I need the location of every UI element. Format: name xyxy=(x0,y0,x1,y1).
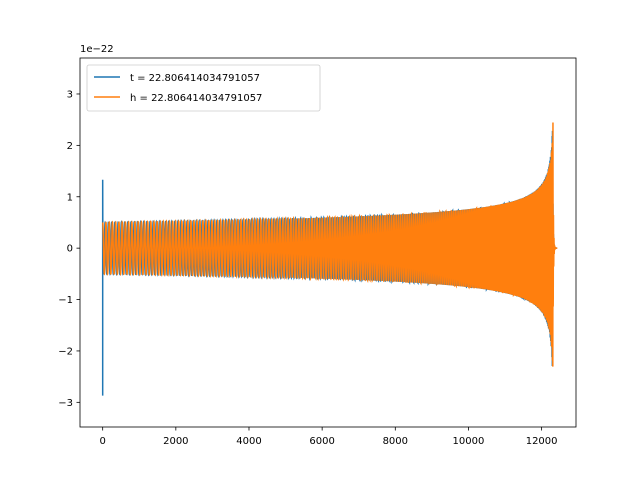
x-tick-label: 2000 xyxy=(163,436,188,447)
y-offset-label: 1e−22 xyxy=(80,44,114,55)
y-tick-label: −1 xyxy=(58,295,73,306)
x-tick-label: 12000 xyxy=(526,436,558,447)
axes-frame xyxy=(79,57,577,428)
y-tick-label: 2 xyxy=(67,141,73,152)
legend-label-h: h = 22.806414034791057 xyxy=(130,93,262,104)
y-axis-ticks: −3 −2 −1 0 1 2 3 xyxy=(58,89,80,409)
x-tick-label: 6000 xyxy=(309,436,334,447)
y-tick-label: −3 xyxy=(58,398,73,409)
legend-box xyxy=(86,64,321,112)
y-tick-label: 3 xyxy=(67,89,73,100)
y-tick-label: −2 xyxy=(58,346,73,357)
legend-label-t: t = 22.806414034791057 xyxy=(130,73,260,84)
y-tick-label: 1 xyxy=(67,192,73,203)
x-tick-label: 4000 xyxy=(236,436,261,447)
x-tick-label: 10000 xyxy=(453,436,485,447)
x-axis-ticks: 0 2000 4000 6000 8000 10000 12000 xyxy=(99,427,558,447)
legend: t = 22.806414034791057 h = 22.8064140347… xyxy=(86,64,321,112)
series-line-h xyxy=(101,122,558,367)
y-tick-label: 0 xyxy=(67,244,73,255)
series-layer xyxy=(101,122,558,396)
x-tick-label: 8000 xyxy=(383,436,408,447)
x-tick-label: 0 xyxy=(99,436,105,447)
